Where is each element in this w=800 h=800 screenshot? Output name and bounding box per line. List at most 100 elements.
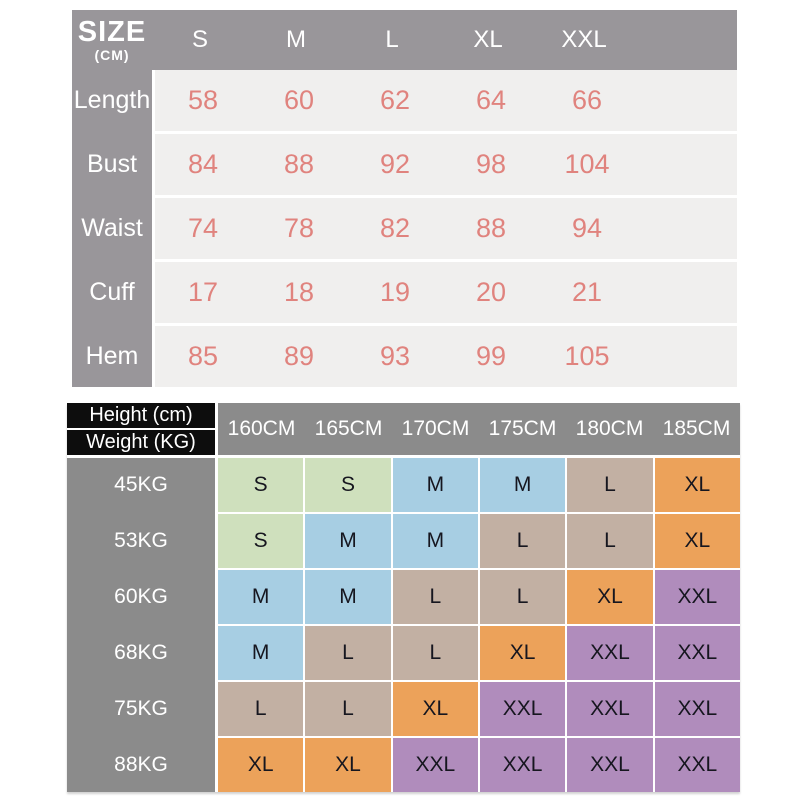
height-column-175: 175CM — [488, 417, 557, 440]
table-row-cuff: 17 18 19 20 21 — [155, 262, 737, 323]
fit-size-cell: XXL — [567, 738, 653, 792]
size-table-header: SIZE (CM) S M L XL XXL — [72, 10, 737, 70]
size-row-label-column: Length Bust Waist Cuff Hem — [72, 70, 152, 387]
size-title: SIZE — [77, 16, 147, 49]
measurement-value: 74 — [187, 213, 219, 243]
height-weight-fit-table: Height (cm) Weight (KG) 160CM 165CM 170C… — [67, 403, 740, 792]
fit-size-cell: M — [305, 514, 391, 568]
fit-size-cell: XXL — [567, 682, 653, 736]
weight-row-label-column: 45KG 53KG 60KG 68KG 75KG 88KG — [67, 458, 215, 792]
measurement-value: 84 — [187, 149, 219, 179]
fit-data-area: S S M M L XL S M M L L XL M M L L XL — [215, 458, 740, 792]
measurement-value: 21 — [571, 277, 603, 307]
fit-size-cell: XXL — [479, 682, 566, 736]
measurement-value: 88 — [475, 213, 507, 243]
size-data-area: 58 60 62 64 66 84 88 92 98 104 74 78 82 … — [152, 70, 737, 387]
fit-size-cell: XXL — [479, 738, 566, 792]
weight-row-75kg: 75KG — [114, 697, 168, 720]
fit-size-cell: L — [479, 514, 566, 568]
size-column-header-xl: XL — [473, 26, 503, 53]
fit-size-cell: XL — [654, 458, 740, 512]
row-label-bust: Bust — [86, 150, 138, 178]
height-column-160: 160CM — [227, 417, 296, 440]
fit-size-cell: XXL — [567, 626, 653, 680]
measurement-value: 60 — [283, 85, 315, 115]
fit-size-cell: XXL — [392, 738, 478, 792]
table-row-waist: 74 78 82 88 94 — [155, 198, 737, 259]
fit-size-cell: XXL — [654, 682, 740, 736]
fit-row-88kg: XL XL XXL XXL XXL XXL — [218, 738, 740, 792]
fit-size-cell: XL — [567, 570, 653, 624]
fit-row-75kg: L L XL XXL XXL XXL — [218, 682, 740, 736]
fit-size-cell: M — [218, 626, 304, 680]
measurement-value: 105 — [564, 341, 610, 371]
fit-size-cell: S — [218, 514, 304, 568]
fit-size-cell: L — [567, 458, 653, 512]
weight-header-label: Weight (KG) — [86, 431, 196, 453]
measurement-value: 94 — [571, 213, 603, 243]
height-column-170: 170CM — [401, 417, 470, 440]
fit-size-cell: XXL — [654, 738, 740, 792]
fit-size-cell: M — [218, 570, 304, 624]
fit-row-60kg: M M L L XL XXL — [218, 570, 740, 624]
measurement-value: 93 — [379, 341, 411, 371]
fit-size-cell: L — [305, 626, 391, 680]
table-row-length: 58 60 62 64 66 — [155, 70, 737, 131]
size-column-header-m: M — [286, 26, 306, 53]
fit-size-cell: L — [218, 682, 304, 736]
weight-row-53kg: 53KG — [114, 529, 168, 552]
row-label-cuff: Cuff — [89, 278, 135, 306]
fit-size-cell: XL — [305, 738, 391, 792]
height-column-180: 180CM — [575, 417, 644, 440]
fit-size-cell: S — [218, 458, 304, 512]
height-header-label: Height (cm) — [67, 403, 215, 430]
measurement-value: 58 — [187, 85, 219, 115]
table-row-hem: 85 89 93 99 105 — [155, 326, 737, 387]
fit-size-cell: S — [305, 458, 391, 512]
size-measurement-table: SIZE (CM) S M L XL XXL Length Bust Waist… — [72, 10, 737, 387]
fit-row-53kg: S M M L L XL — [218, 514, 740, 568]
measurement-value: 78 — [283, 213, 315, 243]
fit-table-header: Height (cm) Weight (KG) 160CM 165CM 170C… — [67, 403, 740, 455]
fit-row-68kg: M L L XL XXL XXL — [218, 626, 740, 680]
size-column-header-s: S — [191, 26, 208, 53]
fit-size-cell: M — [479, 458, 566, 512]
measurement-value: 85 — [187, 341, 219, 371]
fit-table-body: 45KG 53KG 60KG 68KG 75KG 88KG S S M M L … — [67, 458, 740, 792]
fit-size-cell: L — [479, 570, 566, 624]
height-column-165: 165CM — [314, 417, 383, 440]
fit-size-cell: L — [305, 682, 391, 736]
measurement-value: 66 — [571, 85, 603, 115]
size-column-header-l: L — [385, 26, 399, 53]
fit-size-cell: XXL — [654, 626, 740, 680]
measurement-value: 82 — [379, 213, 411, 243]
measurement-value: 89 — [283, 341, 315, 371]
weight-row-88kg: 88KG — [114, 753, 168, 776]
weight-row-68kg: 68KG — [114, 641, 168, 664]
height-column-headers: 160CM 165CM 170CM 175CM 180CM 185CM — [218, 403, 740, 455]
fit-size-cell: M — [392, 514, 478, 568]
row-label-length: Length — [73, 86, 151, 114]
row-label-hem: Hem — [85, 342, 139, 370]
fit-size-cell: L — [392, 626, 478, 680]
fit-row-45kg: S S M M L XL — [218, 458, 740, 512]
measurement-value: 20 — [475, 277, 507, 307]
measurement-value: 17 — [187, 277, 219, 307]
fit-size-cell: M — [392, 458, 478, 512]
size-column-header-xxl: XXL — [561, 26, 607, 53]
fit-size-cell: XL — [479, 626, 566, 680]
size-title-cell: SIZE (CM) — [72, 17, 152, 62]
measurement-value: 18 — [283, 277, 315, 307]
measurement-value: 64 — [475, 85, 507, 115]
measurement-value: 99 — [475, 341, 507, 371]
measurement-value: 62 — [379, 85, 411, 115]
measurement-value: 98 — [475, 149, 507, 179]
measurement-value: 88 — [283, 149, 315, 179]
fit-size-cell: XL — [654, 514, 740, 568]
fit-size-cell: M — [305, 570, 391, 624]
measurement-value: 104 — [564, 149, 610, 179]
fit-size-cell: L — [392, 570, 478, 624]
measurement-value: 19 — [379, 277, 411, 307]
size-unit: (CM) — [94, 46, 130, 63]
weight-row-60kg: 60KG — [114, 585, 168, 608]
